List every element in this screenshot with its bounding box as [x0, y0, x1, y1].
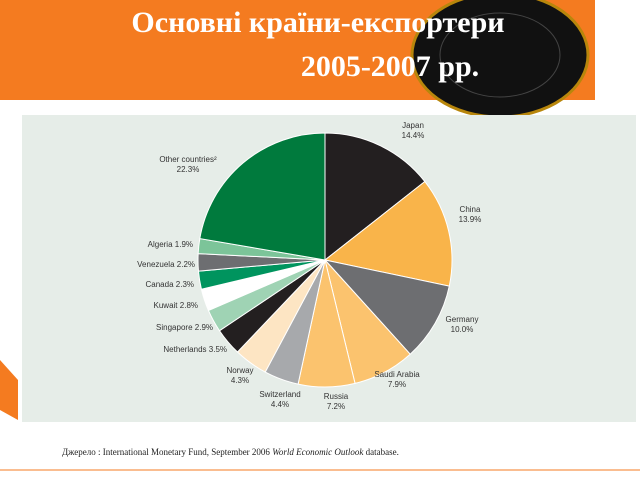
value-label: 10.0% [451, 325, 474, 334]
pie: Japan 14.4% China 13.9% Germany 10.0% Saudi Ar… [137, 121, 481, 411]
slice-label: Switzerland 4.4% [259, 390, 300, 409]
slice-label: China 13.9% [459, 205, 482, 224]
value-label: 2.2% [177, 260, 195, 269]
category-label: Kuwait [154, 301, 179, 310]
value-label: 4.3% [231, 376, 249, 385]
pie-slice [199, 132, 326, 261]
globe-detail [439, 12, 561, 98]
value-label: 22.3% [177, 165, 200, 174]
category-label: Germany [446, 315, 479, 324]
slice-label: Algeria 1.9% [148, 240, 193, 249]
category-label: Venezuela [137, 260, 175, 269]
category-label: Russia [324, 392, 349, 401]
slice-label: Venezuela 2.2% [137, 260, 195, 269]
source-part: Джерело : International Monetary Fund, S… [62, 447, 272, 457]
category-label: Saudi Arabia [374, 370, 420, 379]
pie-slice [323, 180, 453, 287]
value-label: 1.9% [175, 240, 193, 249]
category-label: Switzerland [259, 390, 300, 399]
category-label: China [460, 205, 481, 214]
value-label: 13.9% [459, 215, 482, 224]
category-label: Other countries² [159, 155, 217, 164]
title: Основні країни-експортери [131, 6, 504, 39]
slice-label: Netherlands 3.5% [163, 345, 227, 354]
value-label: 4.4% [271, 400, 289, 409]
value-label: 7.9% [388, 380, 406, 389]
pie-slice [323, 259, 450, 355]
source: Джерело : International Monetary Fund, S… [62, 447, 399, 457]
decoration [0, 360, 18, 420]
slice-label: Canada 2.3% [146, 280, 195, 289]
category-label: Algeria [148, 240, 173, 249]
category-label: Canada [146, 280, 175, 289]
category-label: Norway [226, 366, 253, 375]
slice-label: Saudi Arabia 7.9% [374, 370, 420, 389]
slice-label: Other countries² 22.3% [159, 155, 217, 174]
slice-label: Norway 4.3% [226, 366, 253, 385]
value-label: 2.3% [176, 280, 194, 289]
value-label: 7.2% [327, 402, 345, 411]
category-label: Japan [402, 121, 424, 130]
subtitle: 2005-2007 рр. [301, 50, 479, 83]
value-label: 3.5% [209, 345, 227, 354]
slice-label: Japan 14.4% [402, 121, 425, 140]
value-label: 2.9% [195, 323, 213, 332]
source-part: World Economic Outlook [272, 447, 364, 457]
slice-label: Russia 7.2% [324, 392, 349, 411]
source-part: database. [363, 447, 398, 457]
slice-label: Germany 10.0% [446, 315, 479, 334]
value-label: 14.4% [402, 131, 425, 140]
slice-label: Singapore 2.9% [156, 323, 213, 332]
pie-slice [324, 132, 426, 262]
value-label: 2.8% [180, 301, 198, 310]
category-label: Netherlands [163, 345, 206, 354]
slice-label: Kuwait 2.8% [154, 301, 198, 310]
category-label: Singapore [156, 323, 193, 332]
